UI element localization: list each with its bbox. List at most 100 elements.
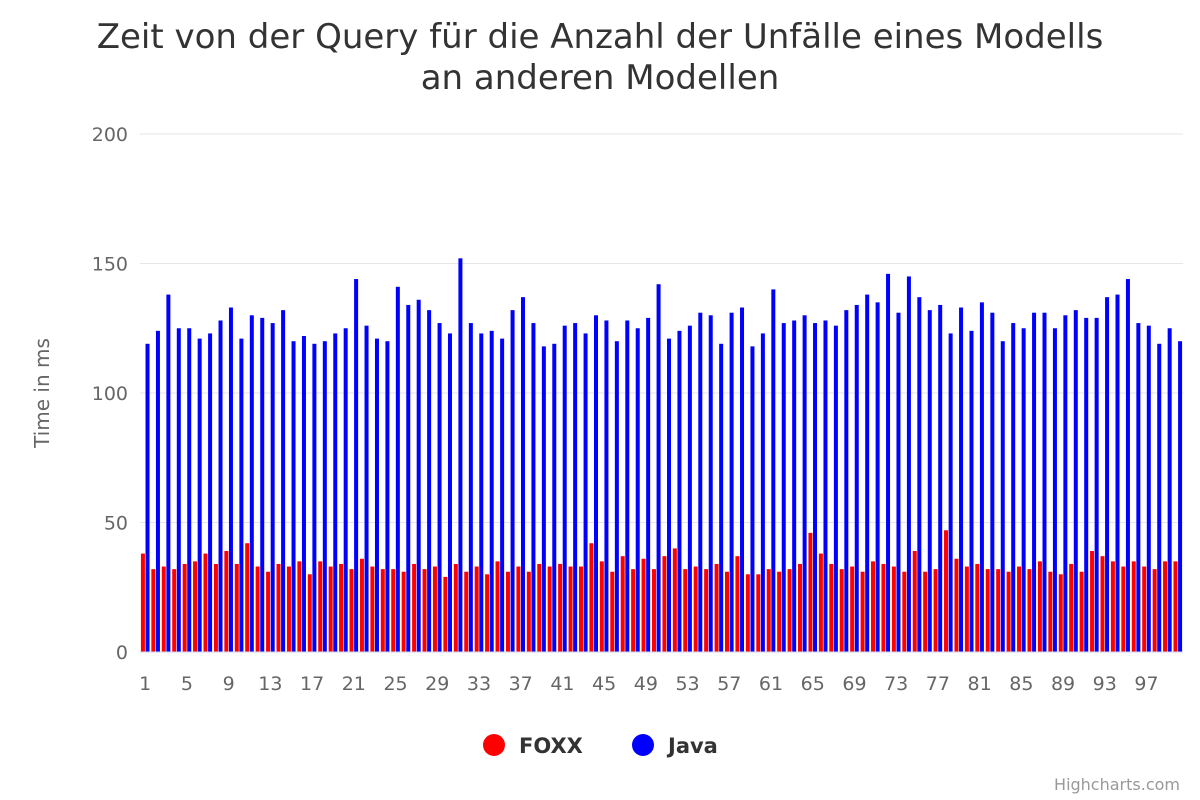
bar-foxx-3[interactable] xyxy=(161,566,166,652)
bar-foxx-73[interactable] xyxy=(891,566,896,652)
bar-foxx-31[interactable] xyxy=(453,563,458,652)
bar-java-61[interactable] xyxy=(771,289,776,652)
bar-foxx-63[interactable] xyxy=(787,569,792,652)
bar-java-57[interactable] xyxy=(729,312,734,652)
bar-java-22[interactable] xyxy=(364,325,369,652)
bar-java-11[interactable] xyxy=(249,315,254,652)
bar-foxx-42[interactable] xyxy=(568,566,573,652)
bar-foxx-24[interactable] xyxy=(380,569,385,652)
bar-foxx-62[interactable] xyxy=(777,571,782,652)
bar-java-9[interactable] xyxy=(228,307,233,652)
bar-java-52[interactable] xyxy=(677,330,682,652)
bar-foxx-34[interactable] xyxy=(485,574,490,652)
bar-java-63[interactable] xyxy=(792,320,797,652)
bar-java-39[interactable] xyxy=(541,346,546,652)
bar-foxx-39[interactable] xyxy=(537,563,542,652)
bar-java-36[interactable] xyxy=(510,310,515,652)
legend-item-java[interactable]: Java xyxy=(632,734,718,758)
bar-java-13[interactable] xyxy=(270,323,275,652)
bar-foxx-65[interactable] xyxy=(808,532,813,652)
bar-java-93[interactable] xyxy=(1105,297,1110,652)
bar-java-24[interactable] xyxy=(385,341,390,652)
bar-foxx-55[interactable] xyxy=(704,569,709,652)
bar-java-48[interactable] xyxy=(635,328,640,652)
bar-foxx-75[interactable] xyxy=(912,550,917,652)
bar-java-85[interactable] xyxy=(1021,328,1026,652)
bar-java-41[interactable] xyxy=(562,325,567,652)
legend-item-foxx[interactable]: FOXX xyxy=(483,734,583,758)
bar-foxx-32[interactable] xyxy=(464,571,469,652)
bar-java-84[interactable] xyxy=(1011,323,1016,652)
bar-java-99[interactable] xyxy=(1167,328,1172,652)
bar-foxx-36[interactable] xyxy=(505,571,510,652)
bar-java-37[interactable] xyxy=(520,297,525,652)
bar-java-68[interactable] xyxy=(844,310,849,652)
bar-foxx-99[interactable] xyxy=(1163,561,1168,652)
bar-java-33[interactable] xyxy=(479,333,484,652)
bar-java-23[interactable] xyxy=(374,338,379,652)
bar-java-82[interactable] xyxy=(990,312,995,652)
bar-java-27[interactable] xyxy=(416,299,421,652)
bar-foxx-6[interactable] xyxy=(193,561,198,652)
bar-foxx-85[interactable] xyxy=(1017,566,1022,652)
bar-java-17[interactable] xyxy=(312,343,317,652)
bar-java-96[interactable] xyxy=(1136,323,1141,652)
bar-java-45[interactable] xyxy=(604,320,609,652)
bar-foxx-83[interactable] xyxy=(996,569,1001,652)
bar-java-78[interactable] xyxy=(948,333,953,652)
bar-foxx-95[interactable] xyxy=(1121,566,1126,652)
bar-java-56[interactable] xyxy=(719,343,724,652)
bar-foxx-100[interactable] xyxy=(1173,561,1178,652)
bar-foxx-2[interactable] xyxy=(151,569,156,652)
bar-java-42[interactable] xyxy=(573,323,578,652)
bar-java-59[interactable] xyxy=(750,346,755,652)
bar-foxx-91[interactable] xyxy=(1079,571,1084,652)
bar-foxx-90[interactable] xyxy=(1069,563,1074,652)
bar-foxx-27[interactable] xyxy=(412,563,417,652)
bar-foxx-30[interactable] xyxy=(443,576,448,652)
bar-foxx-86[interactable] xyxy=(1027,569,1032,652)
bar-foxx-87[interactable] xyxy=(1037,561,1042,652)
bar-foxx-26[interactable] xyxy=(401,571,406,652)
bar-foxx-9[interactable] xyxy=(224,550,229,652)
bar-foxx-10[interactable] xyxy=(234,563,239,652)
bar-foxx-28[interactable] xyxy=(422,569,427,652)
bar-java-76[interactable] xyxy=(927,310,932,652)
bar-java-86[interactable] xyxy=(1032,312,1037,652)
bar-foxx-89[interactable] xyxy=(1058,574,1063,652)
bar-foxx-47[interactable] xyxy=(620,556,625,652)
bar-java-49[interactable] xyxy=(646,317,651,652)
bar-java-14[interactable] xyxy=(281,310,286,652)
bar-foxx-49[interactable] xyxy=(641,558,646,652)
bar-java-3[interactable] xyxy=(166,294,171,652)
bar-foxx-35[interactable] xyxy=(495,561,500,652)
bar-foxx-50[interactable] xyxy=(651,569,656,652)
bar-foxx-19[interactable] xyxy=(328,566,333,652)
bar-java-58[interactable] xyxy=(740,307,745,652)
bar-foxx-21[interactable] xyxy=(349,569,354,652)
bar-java-35[interactable] xyxy=(500,338,505,652)
bar-java-55[interactable] xyxy=(708,315,713,652)
bar-java-92[interactable] xyxy=(1094,317,1099,652)
bar-java-90[interactable] xyxy=(1073,310,1078,652)
bar-foxx-80[interactable] xyxy=(964,566,969,652)
bar-java-70[interactable] xyxy=(865,294,870,652)
bar-foxx-88[interactable] xyxy=(1048,571,1053,652)
bar-foxx-46[interactable] xyxy=(610,571,615,652)
bar-java-98[interactable] xyxy=(1157,343,1162,652)
bar-foxx-33[interactable] xyxy=(474,566,479,652)
bar-java-7[interactable] xyxy=(208,333,213,652)
bar-java-18[interactable] xyxy=(322,341,327,652)
bar-foxx-98[interactable] xyxy=(1152,569,1157,652)
bar-java-44[interactable] xyxy=(594,315,599,652)
bar-foxx-22[interactable] xyxy=(359,558,364,652)
bar-foxx-7[interactable] xyxy=(203,553,208,652)
bar-java-53[interactable] xyxy=(687,325,692,652)
bar-foxx-92[interactable] xyxy=(1090,550,1095,652)
bar-foxx-82[interactable] xyxy=(985,569,990,652)
credit-link[interactable]: Highcharts.com xyxy=(1054,775,1180,794)
bar-foxx-56[interactable] xyxy=(714,563,719,652)
bar-foxx-96[interactable] xyxy=(1131,561,1136,652)
bar-foxx-43[interactable] xyxy=(578,566,583,652)
bar-foxx-18[interactable] xyxy=(318,561,323,652)
